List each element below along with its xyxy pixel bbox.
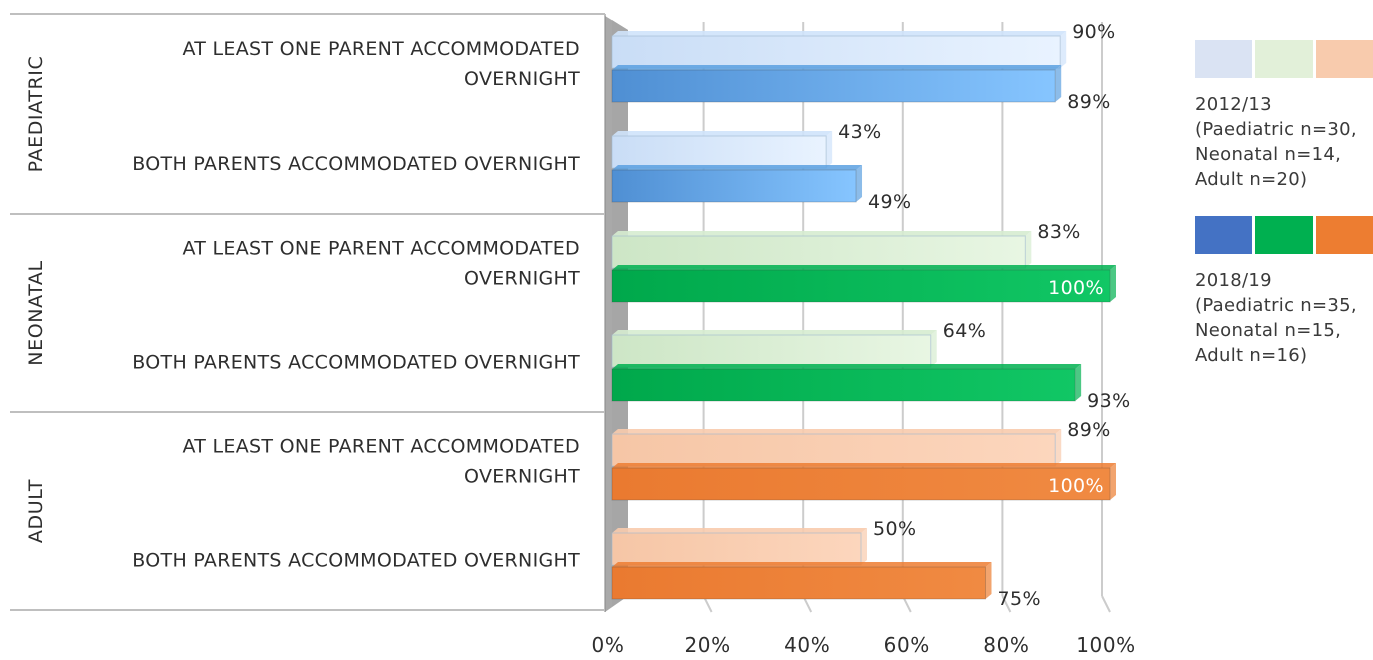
bar-top-face	[612, 231, 1032, 236]
bar-end-face	[1025, 231, 1032, 268]
x-tick-label: 20%	[684, 633, 730, 657]
data-label: 89%	[1067, 91, 1110, 113]
data-label: 93%	[1087, 390, 1130, 412]
category-label: AT LEAST ONE PARENT ACCOMMODATED	[182, 238, 580, 260]
gridline-foot	[1001, 595, 1012, 613]
bar-top-face	[612, 330, 937, 335]
category-label: AT LEAST ONE PARENT ACCOMMODATED	[182, 436, 580, 458]
data-label: 49%	[868, 191, 911, 213]
bar-top-face	[612, 65, 1062, 70]
x-tick-label: 0%	[592, 633, 625, 657]
bar-top-face	[612, 562, 992, 567]
bar	[611, 467, 1111, 501]
legend-swatch-neonatal-2012-13	[1255, 40, 1313, 78]
bar-end-face	[826, 131, 833, 168]
data-label: 90%	[1072, 21, 1115, 43]
bar-end-face	[1060, 31, 1067, 68]
group-label: ADULT	[25, 479, 47, 543]
bar-top-face	[612, 265, 1116, 270]
category-label: OVERNIGHT	[464, 68, 580, 90]
data-label: 89%	[1067, 419, 1110, 441]
legend-label-2018-19: 2018/19 (Paediatric n=35, Neonatal n=15,…	[1195, 270, 1357, 366]
data-label: 100%	[1048, 475, 1104, 497]
bar-top-face	[612, 131, 833, 136]
legend-entry-2012-13: 2012/13 (Paediatric n=30, Neonatal n=14,…	[1195, 40, 1373, 192]
group-label: NEONATAL	[25, 260, 47, 365]
bar-top-face	[612, 364, 1082, 369]
chart-side-wall-face	[612, 20, 628, 606]
x-tick-label: 80%	[983, 633, 1029, 657]
bar	[611, 532, 862, 566]
bar	[611, 169, 857, 203]
bar-top-face	[612, 165, 863, 170]
bar-top-face	[612, 528, 867, 533]
legend-entry-2018-19: 2018/19 (Paediatric n=35, Neonatal n=15,…	[1195, 216, 1373, 368]
bar	[611, 368, 1076, 402]
bar-end-face	[985, 562, 992, 599]
legend: 2012/13 (Paediatric n=30, Neonatal n=14,…	[1195, 40, 1373, 392]
bar-end-face	[861, 528, 867, 565]
bar	[611, 433, 1056, 467]
legend-label-2012-13: 2012/13 (Paediatric n=30, Neonatal n=14,…	[1195, 94, 1357, 190]
bar-end-face	[1055, 65, 1062, 102]
category-label: BOTH PARENTS ACCOMMODATED OVERNIGHT	[132, 153, 580, 175]
bars	[611, 31, 1116, 600]
bar-end-face	[1055, 429, 1062, 466]
bar-end-face	[1110, 463, 1116, 500]
data-label: 83%	[1037, 221, 1080, 243]
x-tick-label: 40%	[784, 633, 830, 657]
x-tick-label: 100%	[1076, 633, 1136, 657]
category-label: OVERNIGHT	[464, 268, 580, 290]
data-label: 64%	[943, 320, 986, 342]
bar-top-face	[612, 429, 1062, 434]
bar	[611, 69, 1056, 103]
bar	[611, 135, 827, 169]
gridlines	[702, 22, 1111, 613]
bar-top-face	[612, 463, 1116, 468]
gridline-foot	[1101, 595, 1111, 613]
category-label: BOTH PARENTS ACCOMMODATED OVERNIGHT	[132, 352, 580, 374]
bar-end-face	[1110, 265, 1116, 302]
bar	[611, 566, 986, 600]
data-label: 100%	[1048, 277, 1104, 299]
legend-swatch-adult-2018-19	[1315, 216, 1373, 254]
legend-swatch-paediatric-2012-13	[1195, 40, 1253, 78]
labels: 0% 20% 40% 60% 80% 100% PAEDIATRIC AT LEAST ONE…	[25, 21, 1136, 657]
bar-top-face	[612, 31, 1067, 36]
group-label: PAEDIATRIC	[25, 56, 47, 173]
bar	[611, 35, 1061, 69]
category-label: AT LEAST ONE PARENT ACCOMMODATED	[182, 38, 580, 60]
data-label: 75%	[998, 588, 1041, 610]
bar-end-face	[930, 330, 937, 367]
category-label: BOTH PARENTS ACCOMMODATED OVERNIGHT	[132, 550, 580, 572]
bar-end-face	[856, 165, 863, 202]
bar-end-face	[1075, 364, 1082, 401]
bar	[611, 235, 1026, 269]
category-label: OVERNIGHT	[464, 466, 580, 488]
data-label: 50%	[873, 518, 916, 540]
data-label: 43%	[838, 121, 881, 143]
x-tick-label: 60%	[884, 633, 930, 657]
bar	[611, 334, 932, 368]
legend-swatch-neonatal-2018-19	[1255, 216, 1313, 254]
legend-swatch-paediatric-2018-19	[1195, 216, 1253, 254]
bar	[611, 269, 1111, 303]
chart-frame	[10, 13, 628, 612]
bar-chart: 0% 20% 40% 60% 80% 100% PAEDIATRIC AT LEAST ONE…	[10, 13, 1136, 657]
legend-swatch-adult-2012-13	[1315, 40, 1373, 78]
